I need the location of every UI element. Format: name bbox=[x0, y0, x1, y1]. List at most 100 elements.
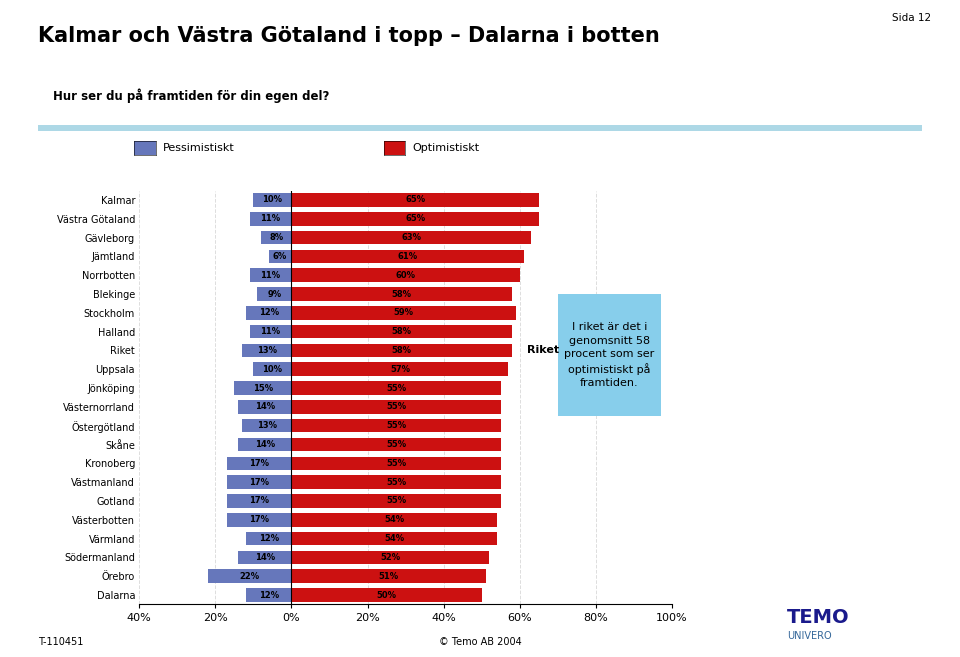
Text: 59%: 59% bbox=[394, 308, 414, 317]
Bar bbox=[250, 212, 292, 225]
Bar bbox=[246, 306, 292, 319]
Bar bbox=[292, 476, 501, 489]
Bar bbox=[292, 419, 501, 432]
Bar bbox=[292, 570, 486, 583]
Text: 12%: 12% bbox=[258, 534, 278, 543]
Bar bbox=[292, 344, 513, 357]
Text: 58%: 58% bbox=[392, 327, 412, 336]
Text: UNIVERO: UNIVERO bbox=[787, 631, 831, 641]
Text: 51%: 51% bbox=[378, 572, 398, 581]
Text: Sida 12: Sida 12 bbox=[892, 13, 931, 23]
Bar bbox=[207, 570, 292, 583]
Text: T-110451: T-110451 bbox=[38, 637, 84, 647]
Bar bbox=[238, 438, 292, 451]
FancyBboxPatch shape bbox=[558, 294, 660, 417]
Bar bbox=[292, 325, 513, 338]
Bar bbox=[292, 513, 497, 526]
Bar bbox=[238, 400, 292, 414]
Text: 14%: 14% bbox=[254, 402, 275, 411]
Text: 8%: 8% bbox=[269, 233, 283, 242]
Bar bbox=[242, 419, 292, 432]
Bar bbox=[238, 551, 292, 564]
Text: 13%: 13% bbox=[256, 421, 276, 430]
Bar bbox=[292, 231, 531, 244]
Bar bbox=[246, 588, 292, 602]
Text: Pessimistiskt: Pessimistiskt bbox=[163, 143, 235, 153]
Text: Hur ser du på framtiden för din egen del?: Hur ser du på framtiden för din egen del… bbox=[53, 89, 329, 103]
Bar bbox=[292, 381, 501, 395]
Bar bbox=[246, 532, 292, 545]
Bar bbox=[292, 269, 519, 282]
Bar bbox=[234, 381, 292, 395]
Bar bbox=[227, 457, 292, 470]
Bar bbox=[250, 269, 292, 282]
Text: 6%: 6% bbox=[273, 252, 287, 261]
Text: 55%: 55% bbox=[386, 459, 406, 468]
Text: 55%: 55% bbox=[386, 478, 406, 487]
Bar bbox=[253, 363, 292, 376]
Text: 17%: 17% bbox=[249, 459, 269, 468]
Bar bbox=[242, 344, 292, 357]
Text: 10%: 10% bbox=[262, 365, 282, 374]
Bar bbox=[292, 438, 501, 451]
Text: 22%: 22% bbox=[239, 572, 259, 581]
Text: 9%: 9% bbox=[267, 290, 281, 298]
Bar bbox=[253, 193, 292, 207]
Text: 14%: 14% bbox=[254, 553, 275, 562]
Text: 52%: 52% bbox=[380, 553, 400, 562]
Text: 55%: 55% bbox=[386, 440, 406, 449]
Text: 61%: 61% bbox=[397, 252, 418, 261]
Text: 60%: 60% bbox=[396, 271, 416, 280]
Text: TEMO: TEMO bbox=[787, 608, 850, 627]
Text: 54%: 54% bbox=[384, 515, 404, 524]
Text: 58%: 58% bbox=[392, 290, 412, 298]
Text: 65%: 65% bbox=[405, 195, 425, 204]
Bar bbox=[250, 325, 292, 338]
Text: 17%: 17% bbox=[249, 478, 269, 487]
Text: 58%: 58% bbox=[392, 346, 412, 355]
Bar bbox=[292, 212, 539, 225]
Bar bbox=[292, 363, 509, 376]
Text: 55%: 55% bbox=[386, 421, 406, 430]
Text: Riket: Riket bbox=[527, 346, 560, 355]
Text: 10%: 10% bbox=[262, 195, 282, 204]
Bar bbox=[292, 532, 497, 545]
Text: 17%: 17% bbox=[249, 497, 269, 505]
Text: 55%: 55% bbox=[386, 384, 406, 393]
Bar bbox=[261, 231, 292, 244]
Bar bbox=[257, 287, 292, 301]
Text: I riket är det i
genomsnitt 58
procent som ser
optimistiskt på
framtiden.: I riket är det i genomsnitt 58 procent s… bbox=[564, 323, 655, 388]
Text: 54%: 54% bbox=[384, 534, 404, 543]
Text: 11%: 11% bbox=[260, 271, 280, 280]
Text: 11%: 11% bbox=[260, 214, 280, 223]
Bar bbox=[292, 306, 516, 319]
Bar bbox=[227, 494, 292, 508]
Bar bbox=[292, 457, 501, 470]
Text: 57%: 57% bbox=[390, 365, 410, 374]
Text: © Temo AB 2004: © Temo AB 2004 bbox=[439, 637, 521, 647]
Text: Optimistiskt: Optimistiskt bbox=[413, 143, 480, 153]
Bar bbox=[227, 476, 292, 489]
Bar bbox=[292, 287, 513, 301]
Text: Kalmar och Västra Götaland i topp – Dalarna i botten: Kalmar och Västra Götaland i topp – Dala… bbox=[38, 26, 660, 46]
Bar bbox=[292, 494, 501, 508]
Text: 63%: 63% bbox=[401, 233, 421, 242]
Bar bbox=[292, 551, 490, 564]
Text: 12%: 12% bbox=[258, 591, 278, 600]
Text: 14%: 14% bbox=[254, 440, 275, 449]
Text: 17%: 17% bbox=[249, 515, 269, 524]
Text: 13%: 13% bbox=[256, 346, 276, 355]
Bar bbox=[292, 193, 539, 207]
Text: 55%: 55% bbox=[386, 402, 406, 411]
Text: 12%: 12% bbox=[258, 308, 278, 317]
Text: 55%: 55% bbox=[386, 497, 406, 505]
Bar bbox=[269, 250, 292, 263]
Bar bbox=[292, 400, 501, 414]
Bar bbox=[227, 513, 292, 526]
Text: 50%: 50% bbox=[376, 591, 396, 600]
Text: 65%: 65% bbox=[405, 214, 425, 223]
Text: 11%: 11% bbox=[260, 327, 280, 336]
Bar bbox=[292, 588, 482, 602]
Bar bbox=[292, 250, 523, 263]
Text: 15%: 15% bbox=[252, 384, 273, 393]
